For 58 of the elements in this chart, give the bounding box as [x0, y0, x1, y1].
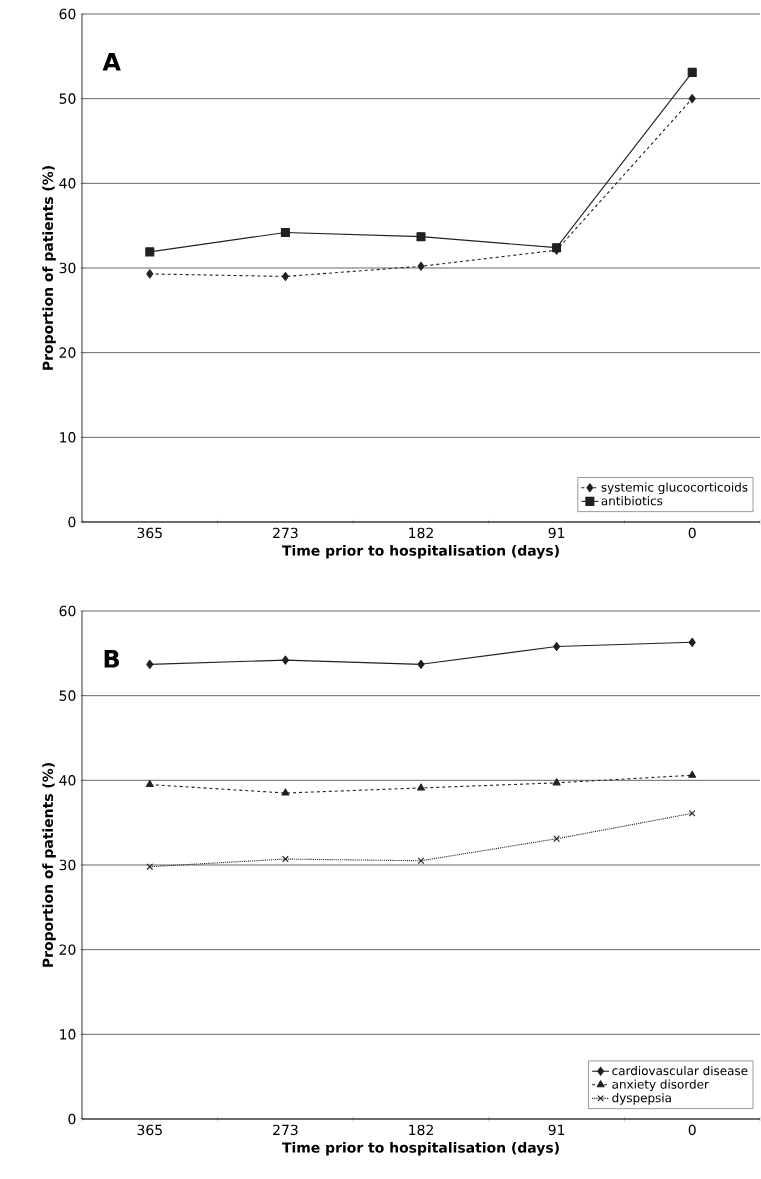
y-tick-label: 30 — [59, 859, 76, 871]
point — [552, 778, 561, 786]
point — [417, 659, 425, 669]
y-tick-label: 10 — [60, 1029, 76, 1040]
point — [281, 655, 289, 665]
point — [553, 835, 560, 843]
point — [280, 227, 290, 237]
point — [145, 780, 154, 788]
legend-label: anxiety disorder — [612, 1079, 709, 1092]
point — [688, 770, 697, 778]
point — [146, 659, 154, 669]
y-tick-label: 10 — [60, 432, 76, 443]
point — [145, 247, 155, 257]
point — [281, 788, 290, 796]
y-tick-label: 40 — [59, 178, 76, 189]
x-tick-label: 91 — [548, 527, 565, 539]
x-tick-label: 182 — [409, 1124, 433, 1136]
y-axis-title: Proportion of patients (%) — [42, 763, 56, 967]
y-tick-label: 50 — [59, 690, 76, 701]
y-tick-label: 0 — [68, 516, 76, 528]
point — [687, 67, 697, 77]
legend-label: cardiovascular disease — [612, 1065, 748, 1076]
y-tick-label: 60 — [59, 605, 76, 617]
x-tick-label: 91 — [548, 1124, 565, 1136]
legend-label: dyspepsia — [612, 1093, 671, 1105]
x-tick-label: 365 — [137, 1124, 162, 1136]
point — [688, 809, 696, 817]
y-tick-label: 20 — [59, 347, 76, 358]
point — [417, 261, 425, 271]
point — [553, 642, 561, 652]
legend-label: antibiotics — [601, 496, 663, 506]
x-tick-label: 0 — [688, 1124, 696, 1136]
point — [416, 232, 426, 242]
x-axis-title: Time prior to hospitalisation (days) — [282, 545, 559, 559]
x-axis-title: Time prior to hospitalisation (days) — [282, 1142, 559, 1156]
point — [281, 271, 289, 281]
y-tick-label: 50 — [59, 93, 76, 104]
point — [417, 857, 425, 865]
y-tick-label: 20 — [59, 944, 76, 955]
legend-label: systemic glucocorticoids — [601, 482, 748, 495]
point — [688, 94, 696, 104]
point — [146, 863, 154, 871]
point — [417, 783, 425, 791]
y-tick-label: 60 — [59, 8, 76, 20]
x-tick-label: 0 — [688, 527, 696, 539]
y-tick-label: 40 — [59, 775, 76, 786]
y-tick-label: 30 — [59, 262, 76, 274]
y-axis-title: Proportion of patients (%) — [42, 166, 56, 370]
text: A — [102, 53, 121, 71]
point — [282, 855, 289, 863]
x-tick-label: 182 — [409, 527, 433, 539]
point — [688, 637, 696, 647]
x-tick-label: 273 — [273, 1124, 298, 1136]
x-tick-label: 273 — [273, 527, 298, 539]
x-tick-label: 365 — [137, 527, 162, 539]
text: B — [104, 650, 120, 668]
point — [146, 269, 154, 279]
y-tick-label: 0 — [68, 1113, 76, 1125]
